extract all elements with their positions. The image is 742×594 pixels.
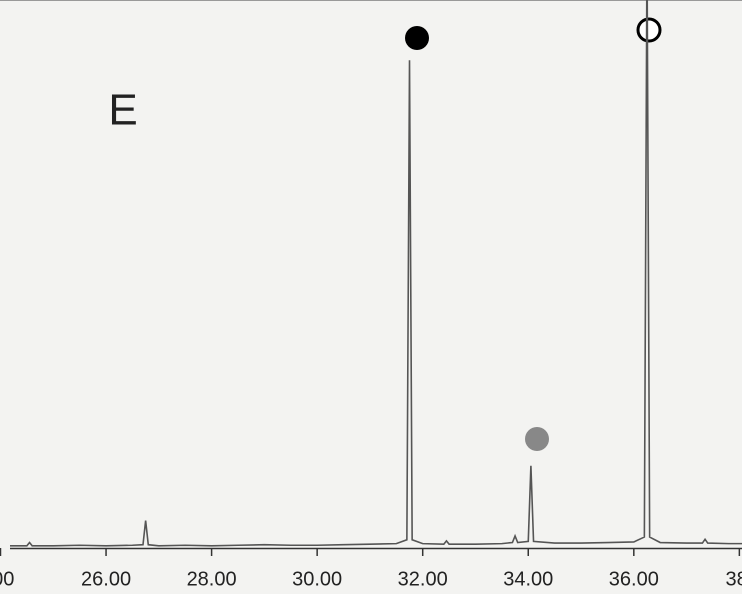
x-tick-label: 28.00 bbox=[187, 568, 237, 590]
x-tick-label: 34.00 bbox=[503, 568, 553, 590]
trace bbox=[10, 0, 742, 547]
x-tick-label: 30.00 bbox=[292, 568, 342, 590]
panel-label: E bbox=[108, 86, 137, 135]
x-tick-label: 32.00 bbox=[398, 568, 448, 590]
marker-open bbox=[636, 17, 662, 43]
x-tick-label: 36.00 bbox=[609, 568, 659, 590]
marker-gray bbox=[525, 427, 549, 451]
x-tick-label: 26.00 bbox=[81, 568, 131, 590]
x-tick-label: .00 bbox=[0, 568, 14, 590]
marker-black bbox=[405, 26, 429, 50]
x-tick-label: 38. bbox=[725, 568, 742, 590]
